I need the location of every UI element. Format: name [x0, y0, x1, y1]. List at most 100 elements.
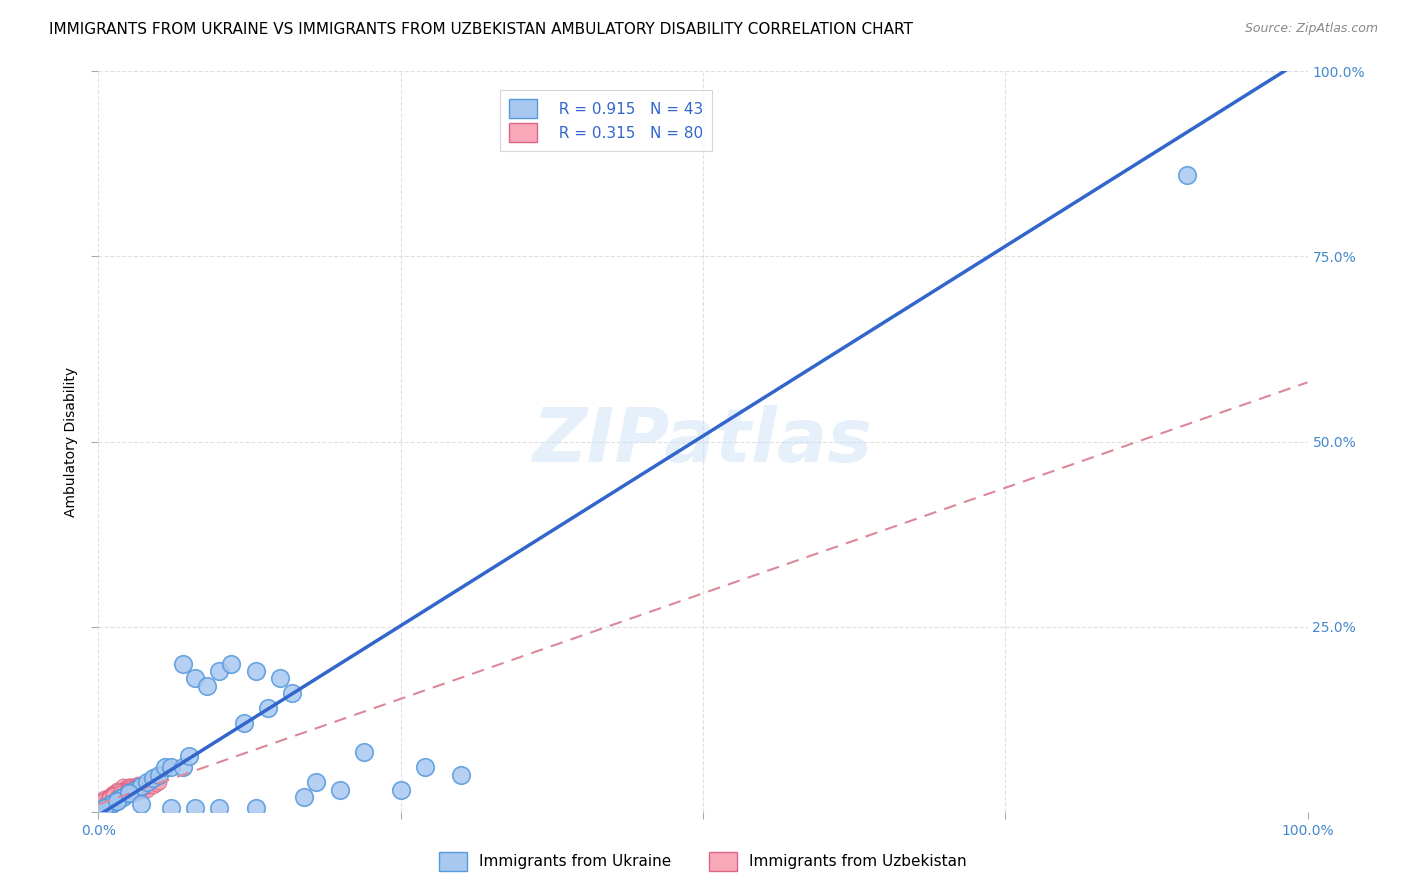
Point: [142, 772, 165, 786]
Point: [105, 789, 128, 804]
Point: [134, 776, 156, 790]
Point: [269, 672, 291, 686]
Point: [329, 782, 352, 797]
Point: [111, 779, 134, 793]
Point: [112, 789, 135, 803]
Point: [121, 784, 143, 798]
Point: [131, 780, 153, 795]
Point: [111, 782, 134, 797]
Point: [172, 760, 194, 774]
Legend:   R = 0.915   N = 43,   R = 0.315   N = 80: R = 0.915 N = 43, R = 0.315 N = 80: [501, 90, 713, 151]
Point: [125, 779, 148, 793]
Point: [93, 794, 115, 808]
Point: [114, 780, 136, 795]
Point: [101, 794, 124, 808]
Point: [208, 664, 231, 678]
Point: [100, 789, 122, 803]
Point: [97, 789, 120, 804]
Point: [118, 779, 141, 793]
Point: [118, 782, 141, 797]
Point: [107, 789, 129, 804]
Point: [100, 789, 122, 803]
Point: [184, 672, 207, 686]
Text: Source: ZipAtlas.com: Source: ZipAtlas.com: [1244, 22, 1378, 36]
Point: [179, 749, 201, 764]
Point: [135, 782, 157, 797]
Point: [124, 779, 146, 793]
Point: [96, 794, 118, 808]
Point: [413, 760, 436, 774]
Point: [135, 775, 157, 789]
Point: [87, 797, 110, 812]
Point: [208, 801, 231, 815]
Point: [127, 779, 149, 793]
Point: [93, 801, 115, 815]
Point: [121, 784, 143, 798]
Point: [105, 782, 128, 797]
Point: [91, 796, 114, 810]
Point: [148, 767, 170, 781]
Point: [105, 794, 128, 808]
Point: [124, 782, 146, 797]
Point: [93, 796, 115, 810]
Point: [97, 791, 120, 805]
Point: [148, 775, 170, 789]
Point: [118, 780, 141, 795]
Point: [184, 801, 207, 815]
Point: [127, 782, 149, 797]
Point: [129, 797, 152, 812]
Point: [1175, 168, 1198, 182]
Point: [94, 796, 117, 810]
Point: [232, 715, 254, 730]
Point: [153, 760, 176, 774]
Point: [107, 784, 129, 798]
Point: [111, 782, 134, 797]
Point: [195, 679, 218, 693]
Point: [221, 657, 243, 671]
Point: [97, 791, 120, 805]
Point: [138, 779, 160, 793]
Point: [108, 784, 131, 798]
Point: [450, 767, 472, 781]
Point: [305, 775, 328, 789]
Point: [105, 786, 128, 800]
Point: [100, 797, 122, 812]
Point: [245, 801, 267, 815]
Point: [129, 779, 152, 793]
Point: [142, 779, 165, 793]
Point: [91, 794, 114, 808]
Point: [100, 789, 122, 804]
Point: [145, 776, 167, 790]
Point: [160, 760, 183, 774]
Point: [98, 791, 121, 805]
Point: [101, 786, 124, 800]
Point: [121, 779, 143, 793]
Point: [256, 701, 278, 715]
Point: [101, 796, 124, 810]
Legend: Immigrants from Ukraine, Immigrants from Uzbekistan: Immigrants from Ukraine, Immigrants from…: [430, 843, 976, 880]
Point: [97, 798, 120, 813]
Point: [108, 786, 131, 800]
Point: [105, 789, 128, 804]
Point: [108, 791, 131, 805]
Point: [91, 794, 114, 808]
Text: ZIPatlas: ZIPatlas: [533, 405, 873, 478]
Point: [94, 796, 117, 810]
Point: [117, 782, 139, 797]
Point: [114, 784, 136, 798]
Point: [124, 786, 146, 800]
Point: [124, 782, 146, 797]
Point: [128, 782, 150, 797]
Point: [114, 786, 136, 800]
Point: [103, 786, 125, 800]
Point: [129, 779, 152, 793]
Point: [281, 686, 304, 700]
Y-axis label: Ambulatory Disability: Ambulatory Disability: [63, 367, 77, 516]
Point: [110, 784, 132, 798]
Point: [101, 789, 124, 803]
Point: [117, 784, 139, 798]
Point: [90, 798, 112, 813]
Point: [87, 798, 110, 813]
Point: [118, 779, 141, 793]
Point: [108, 789, 131, 803]
